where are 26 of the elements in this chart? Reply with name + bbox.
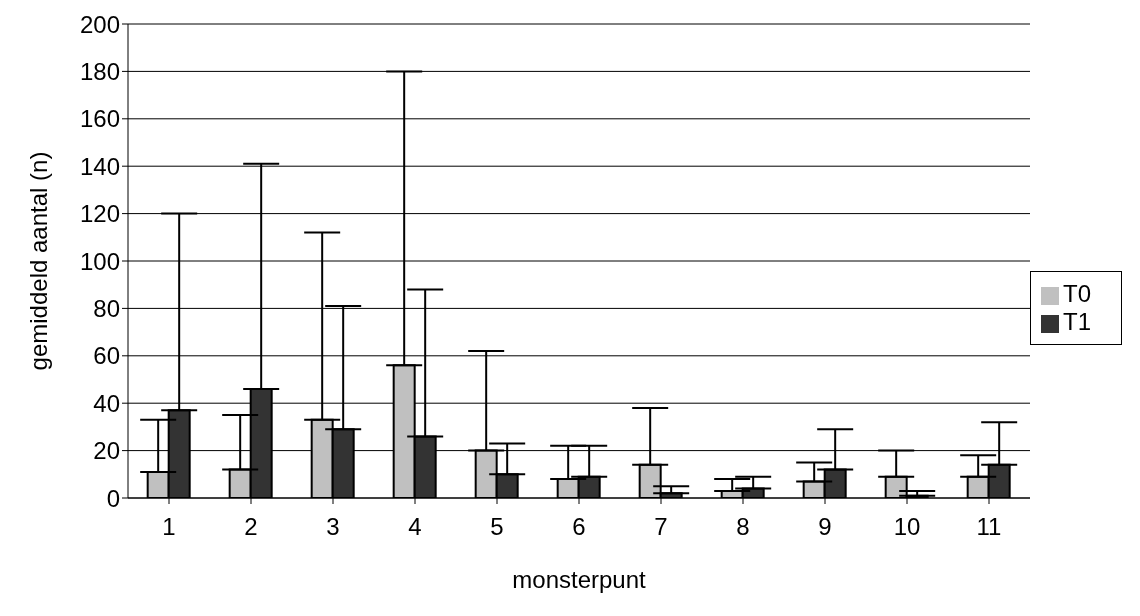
y-tick-label: 20 — [93, 437, 120, 465]
x-tick-label: 4 — [408, 513, 422, 541]
x-axis-title: monsterpunt — [512, 566, 647, 593]
y-tick-label: 120 — [79, 200, 120, 228]
x-tick-label: 6 — [572, 513, 586, 541]
x-tick-label: 8 — [736, 513, 750, 541]
x-tick-label: 2 — [244, 513, 258, 541]
y-tick-label: 40 — [93, 389, 120, 417]
y-axis-title: gemiddeld aantal (n) — [24, 151, 52, 371]
x-tick-label: 10 — [893, 513, 921, 541]
y-tick-label: 100 — [79, 247, 120, 275]
x-tick-label: 5 — [490, 513, 504, 541]
y-tick-label: 160 — [79, 105, 120, 133]
y-tick-label: 60 — [93, 342, 120, 370]
legend-label: T0 — [1063, 280, 1092, 307]
x-tick-label: 11 — [976, 513, 1002, 541]
y-tick-label: 140 — [79, 152, 120, 180]
y-tick-label: 200 — [79, 10, 120, 38]
y-tick-label: 180 — [79, 57, 120, 85]
y-tick-label: 80 — [93, 294, 120, 322]
x-tick-label: 9 — [818, 513, 832, 541]
legend-label: T1 — [1063, 308, 1092, 335]
x-tick-label: 1 — [162, 513, 176, 541]
x-tick-label: 3 — [326, 513, 340, 541]
y-tick-label: 0 — [106, 484, 120, 512]
x-tick-label: 7 — [654, 513, 668, 541]
